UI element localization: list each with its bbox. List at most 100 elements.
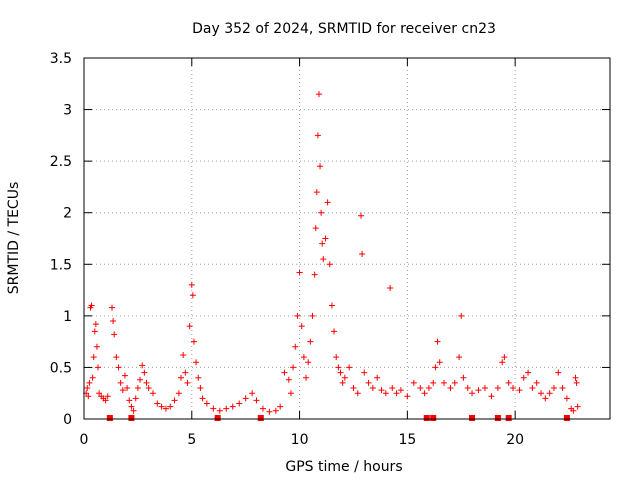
data-point <box>311 271 318 278</box>
data-point <box>203 400 210 407</box>
data-point <box>104 393 111 400</box>
data-point <box>570 407 577 414</box>
data-point <box>326 261 333 268</box>
data-point <box>397 387 404 394</box>
data-point <box>312 225 319 232</box>
data-point <box>322 235 329 242</box>
data-point <box>95 364 102 371</box>
data-point <box>162 405 169 412</box>
data-point <box>533 379 540 386</box>
data-point <box>229 403 236 410</box>
data-point <box>387 285 394 292</box>
data-point <box>115 364 122 371</box>
data-point <box>314 132 321 139</box>
data-point <box>124 385 131 392</box>
zero-marker <box>505 415 512 421</box>
data-point <box>404 393 411 400</box>
data-point <box>382 390 389 397</box>
data-point <box>516 387 523 394</box>
x-tick-label: 5 <box>187 432 196 448</box>
data-point <box>242 395 249 402</box>
data-point <box>350 385 357 392</box>
data-point <box>130 407 137 414</box>
data-point <box>180 352 187 359</box>
data-point <box>134 385 141 392</box>
x-tick-label: 20 <box>506 432 524 448</box>
y-tick-label: 2.5 <box>50 154 72 170</box>
data-point <box>313 189 320 196</box>
data-point <box>92 321 99 328</box>
data-point <box>223 405 230 412</box>
data-point <box>210 405 217 412</box>
grid-lines <box>84 58 610 419</box>
data-point <box>294 312 301 319</box>
data-point <box>307 338 314 345</box>
data-point <box>119 387 126 394</box>
data-point <box>441 379 448 386</box>
data-point <box>542 395 549 402</box>
data-point <box>305 359 312 366</box>
data-point <box>137 376 144 383</box>
data-point <box>529 385 536 392</box>
data-point <box>389 385 396 392</box>
data-point <box>171 397 178 404</box>
data-point <box>249 390 256 397</box>
data-point <box>436 359 443 366</box>
data-point <box>178 374 185 381</box>
y-tick-label: 1 <box>63 309 72 325</box>
data-point <box>469 390 476 397</box>
data-point <box>292 343 299 350</box>
data-point <box>339 379 346 386</box>
data-point <box>126 397 133 404</box>
data-point <box>417 385 424 392</box>
data-point <box>520 374 527 381</box>
data-point <box>432 364 439 371</box>
data-point <box>272 407 279 414</box>
data-point <box>365 379 372 386</box>
data-point <box>91 328 98 335</box>
data-point <box>266 408 273 415</box>
data-point <box>359 250 366 257</box>
data-point <box>182 369 189 376</box>
data-point <box>132 395 139 402</box>
data-point <box>341 374 348 381</box>
data-point <box>90 354 97 361</box>
data-point <box>259 405 266 412</box>
data-point <box>285 376 292 383</box>
data-point <box>298 323 305 330</box>
data-point <box>331 328 338 335</box>
data-point <box>460 374 467 381</box>
data-point <box>393 390 400 397</box>
data-point <box>475 387 482 394</box>
data-point <box>139 362 146 369</box>
data-point <box>320 256 327 263</box>
y-tick-label: 2 <box>63 206 72 222</box>
data-point <box>102 397 109 404</box>
zero-marker <box>494 415 501 421</box>
data-point <box>572 374 579 381</box>
data-point <box>319 240 326 247</box>
data-point <box>430 379 437 386</box>
data-point <box>309 312 316 319</box>
data-point <box>199 395 206 402</box>
data-point <box>281 369 288 376</box>
y-tick-label: 3 <box>63 103 72 119</box>
zero-marker <box>423 415 430 421</box>
data-point <box>499 359 506 366</box>
data-point <box>154 400 161 407</box>
zero-marker <box>128 415 135 421</box>
data-point <box>158 403 165 410</box>
data-point <box>193 359 200 366</box>
data-point <box>184 379 191 386</box>
data-point <box>86 379 93 386</box>
zero-marker <box>469 415 476 421</box>
data-point <box>369 385 376 392</box>
data-point <box>361 369 368 376</box>
y-tick-label: 1.5 <box>50 257 72 273</box>
data-point <box>358 212 365 219</box>
data-point <box>253 397 260 404</box>
data-point <box>189 292 196 299</box>
data-point <box>509 385 516 392</box>
